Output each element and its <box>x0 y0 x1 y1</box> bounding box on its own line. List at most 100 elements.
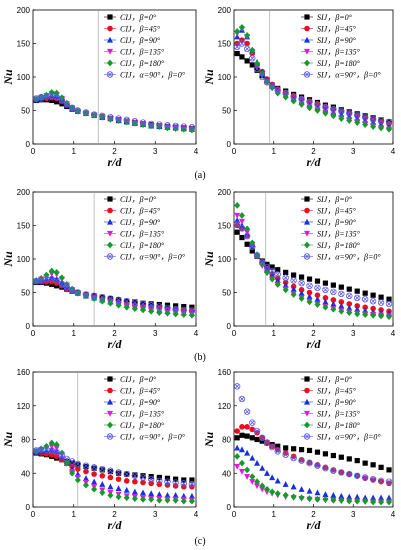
x-tick-label: 4 <box>194 147 199 156</box>
x-axis-label: r/d <box>107 518 122 532</box>
data-point <box>282 93 289 101</box>
data-point <box>330 491 337 498</box>
data-point <box>274 446 281 453</box>
x-tick-label: 1 <box>72 510 77 519</box>
data-point <box>306 487 313 494</box>
chart-panel-6: 0 1 2 3 404080120160r/dNuSIJ，β=0°SIJ，β=45°SI… <box>202 368 396 532</box>
data-point <box>249 243 256 251</box>
legend-marker <box>107 387 113 394</box>
data-point <box>68 458 76 465</box>
data-point <box>123 470 130 478</box>
data-point <box>173 303 179 309</box>
y-tick-label: 0 <box>227 140 232 149</box>
legend-entry: CIJ，β=90° <box>120 398 161 407</box>
data-point <box>362 304 368 311</box>
data-point <box>282 286 289 294</box>
data-point <box>386 467 392 473</box>
legend-marker <box>304 241 310 249</box>
data-point <box>75 462 81 468</box>
data-point <box>306 276 313 282</box>
data-point <box>140 473 146 479</box>
x-tick-label: 4 <box>391 147 396 156</box>
data-point <box>74 107 82 114</box>
y-tick-label: 150 <box>17 40 31 49</box>
data-point <box>243 233 251 240</box>
data-point <box>314 292 321 298</box>
data-point <box>253 65 261 73</box>
panel-label-1: (a) <box>194 170 205 181</box>
data-point <box>82 291 90 298</box>
data-point <box>239 234 245 241</box>
x-axis-label: r/d <box>107 155 122 169</box>
data-point <box>377 477 385 485</box>
y-tick-label: 100 <box>218 73 232 82</box>
data-point <box>314 489 321 496</box>
data-point <box>338 290 345 298</box>
series-cij-alpha-90deg-beta-0deg <box>33 92 196 131</box>
legend-marker <box>304 421 310 429</box>
data-point <box>330 452 336 459</box>
data-point <box>180 311 187 319</box>
data-point <box>249 454 256 461</box>
series-sij-beta-180deg <box>234 452 393 506</box>
legend-marker <box>304 207 310 214</box>
series-sij-alpha-90deg-beta-0deg <box>233 383 393 485</box>
data-point <box>354 294 361 302</box>
legend-marker <box>106 433 114 440</box>
data-point <box>269 275 276 283</box>
legend-marker <box>304 25 310 32</box>
legend-entry: SIJ，β=180° <box>317 421 361 430</box>
data-point <box>322 491 329 497</box>
data-point <box>378 294 384 300</box>
x-axis-label: r/d <box>306 337 321 351</box>
data-point <box>234 435 240 441</box>
data-point <box>181 303 187 310</box>
data-point <box>282 281 289 288</box>
data-point <box>263 269 270 276</box>
data-point <box>164 475 171 481</box>
data-point <box>290 93 297 100</box>
y-tick-label: 150 <box>17 222 31 231</box>
data-point <box>322 496 329 503</box>
data-point <box>306 293 313 300</box>
series-sij-beta-0deg <box>234 432 392 473</box>
legend-entry: SIJ，β=135° <box>317 410 361 419</box>
data-point <box>314 301 321 308</box>
data-point <box>283 445 289 451</box>
data-point <box>91 485 98 493</box>
data-point <box>188 124 196 131</box>
data-point <box>354 310 361 318</box>
data-point <box>48 443 55 450</box>
data-point <box>91 465 97 471</box>
data-point <box>239 432 245 438</box>
data-point <box>238 40 246 47</box>
data-point <box>263 439 271 447</box>
series-cij-beta-45deg <box>33 449 195 490</box>
data-point <box>164 478 171 485</box>
data-point <box>370 305 376 312</box>
data-point <box>48 275 55 283</box>
data-point <box>370 462 376 468</box>
data-point <box>244 32 251 39</box>
data-point <box>249 435 255 441</box>
legend: SIJ，β=0° SIJ，β=45° SIJ，β=90° SIJ，β=135° SIJ，… <box>301 13 381 80</box>
data-point <box>115 115 122 122</box>
x-tick-label: 3 <box>351 510 356 519</box>
data-point <box>330 305 337 313</box>
data-point <box>298 494 305 502</box>
data-point <box>268 267 276 275</box>
data-point <box>330 282 336 288</box>
data-point <box>58 280 66 287</box>
legend: SIJ，β=0° SIJ，β=45° SIJ，β=90° SIJ，β=135° SIJ，… <box>301 195 381 262</box>
data-point <box>148 307 155 315</box>
data-point <box>188 307 196 314</box>
data-point <box>115 493 122 501</box>
data-point <box>83 463 89 470</box>
data-point <box>274 87 281 94</box>
x-tick-label: 0 <box>232 329 237 338</box>
data-point <box>90 292 98 300</box>
data-point <box>249 46 256 54</box>
data-point <box>269 488 276 496</box>
data-point <box>290 493 297 501</box>
